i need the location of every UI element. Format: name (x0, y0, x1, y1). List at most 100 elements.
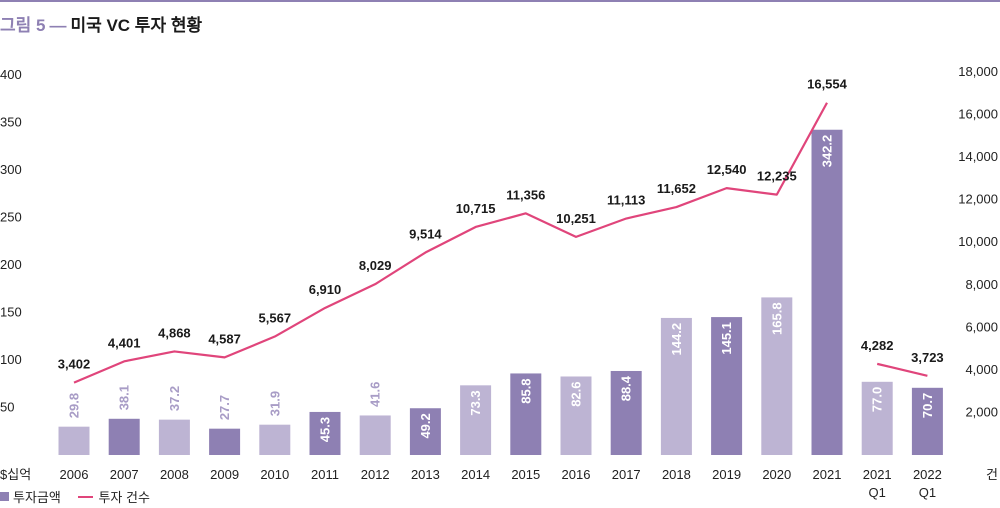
figure-number: 그림 5 (0, 16, 46, 35)
right-tick-label: 14,000 (958, 149, 998, 164)
x-axis-labels: 2006 2007 2008 2009 2010 2011 2012 2013 2014 2015… (60, 467, 942, 500)
bar (359, 415, 391, 455)
left-tick-label: 400 (0, 67, 22, 82)
x-tick-label: Q1 (919, 485, 936, 500)
line-value-label: 8,029 (359, 258, 392, 273)
bar-value-label: 82.6 (569, 381, 584, 406)
line-value-label: 4,401 (108, 335, 141, 350)
bar (510, 373, 542, 455)
x-tick-label: 2017 (612, 467, 641, 482)
figure-title-text: 미국 VC 투자 현황 (70, 16, 203, 35)
bar-value-label: 77.0 (870, 387, 885, 412)
right-tick-label: 2,000 (965, 404, 998, 419)
x-tick-label: 2014 (461, 467, 490, 482)
x-tick-label: 2019 (712, 467, 741, 482)
right-tick-label: 4,000 (965, 362, 998, 377)
line-value-label: 4,587 (208, 331, 241, 346)
left-tick-label: 50 (0, 399, 14, 414)
legend-amount-label: 투자금액 (13, 490, 61, 505)
left-tick-label: 350 (0, 114, 22, 129)
legend-item-amount: 투자금액 (0, 487, 61, 506)
bar-value-label: 144.2 (669, 323, 684, 356)
line-value-label: 4,868 (158, 325, 191, 340)
bar (711, 317, 743, 455)
bar-value-label: 73.3 (468, 390, 483, 415)
line-value-label: 16,554 (807, 77, 848, 92)
line-path (73, 102, 828, 384)
x-tick-label: 2009 (210, 467, 239, 482)
x-tick-label: 2018 (662, 467, 691, 482)
bar-value-label: 29.8 (67, 393, 82, 418)
left-axis-unit: $십억 (0, 467, 31, 482)
line-value-labels: 3,402 4,401 4,868 4,587 5,567 6,910 8,029 9,514… (58, 77, 944, 372)
legend: 투자금액 투자 건수 (0, 487, 164, 506)
bar (460, 385, 492, 455)
figure-title: 그림 5— 미국 VC 투자 현황 (0, 11, 202, 36)
legend-bar-swatch (0, 492, 9, 501)
bar (911, 387, 943, 455)
right-axis-unit: 건 (986, 467, 998, 482)
left-tick-label: 200 (0, 257, 22, 272)
bar-value-label: 37.2 (167, 386, 182, 411)
line-value-label: 12,540 (707, 162, 747, 177)
bar (309, 411, 341, 455)
bar (560, 376, 592, 455)
line-value-label: 5,567 (259, 311, 292, 326)
line-value-label: 11,356 (506, 187, 545, 202)
bar-value-label: 88.4 (619, 375, 634, 401)
bar-value-label: 45.3 (318, 417, 333, 442)
bar-value-label: 145.1 (719, 322, 734, 355)
x-tick-label: 2010 (260, 467, 289, 482)
bar (108, 418, 140, 455)
bar-value-labels: 29.8 38.1 37.2 27.7 31.9 45.3 41.6 49.2 73.3 85.8… (67, 135, 935, 443)
line-value-label: 9,514 (409, 227, 442, 242)
bar-value-label: 85.8 (518, 378, 533, 403)
bar-value-label: 49.2 (418, 413, 433, 438)
bar-value-label: 38.1 (117, 385, 132, 410)
line-value-label: 10,251 (556, 211, 596, 226)
bar-value-label: 31.9 (267, 391, 282, 416)
bar (209, 428, 241, 455)
left-tick-label: 150 (0, 304, 22, 319)
x-tick-label: 2006 (60, 467, 89, 482)
line-value-label: 10,715 (456, 201, 496, 216)
bar (158, 419, 190, 455)
bar (660, 317, 692, 455)
right-axis-ticks: 2,000 4,000 6,000 8,000 10,000 12,000 14,000 16… (958, 64, 998, 419)
bar (259, 424, 291, 455)
x-tick-label: 2021 (863, 467, 892, 482)
left-tick-label: 300 (0, 162, 22, 177)
right-tick-label: 8,000 (965, 277, 998, 292)
line-value-label: 6,910 (309, 282, 342, 297)
right-tick-label: 10,000 (958, 234, 998, 249)
right-tick-label: 12,000 (958, 192, 998, 207)
x-tick-label: 2008 (160, 467, 189, 482)
x-tick-label: 2021 (813, 467, 842, 482)
bar-value-label: 41.6 (368, 382, 383, 407)
legend-count-label: 투자 건수 (98, 490, 150, 505)
line-value-label: 3,723 (911, 350, 944, 365)
right-tick-label: 18,000 (958, 64, 998, 79)
x-tick-label: 2016 (562, 467, 591, 482)
line-value-label: 11,113 (607, 193, 645, 208)
line-series (73, 102, 928, 384)
legend-item-count: 투자 건수 (78, 487, 150, 506)
right-tick-label: 6,000 (965, 319, 998, 334)
legend-line-swatch (78, 495, 94, 498)
line-value-label: 3,402 (58, 357, 91, 372)
x-tick-label: Q1 (869, 485, 886, 500)
bar-value-label: 165.8 (769, 302, 784, 335)
left-tick-label: 100 (0, 352, 22, 367)
line-value-label: 12,235 (757, 169, 797, 184)
x-tick-label: 2020 (762, 467, 791, 482)
x-tick-label: 2013 (411, 467, 440, 482)
bar-value-label: 342.2 (820, 135, 835, 168)
bar (861, 381, 893, 455)
line-path (876, 362, 928, 377)
bar (610, 370, 642, 455)
x-tick-label: 2022 (913, 467, 942, 482)
left-tick-label: 250 (0, 209, 22, 224)
x-tick-label: 2007 (110, 467, 139, 482)
line-value-label: 11,652 (657, 181, 696, 196)
